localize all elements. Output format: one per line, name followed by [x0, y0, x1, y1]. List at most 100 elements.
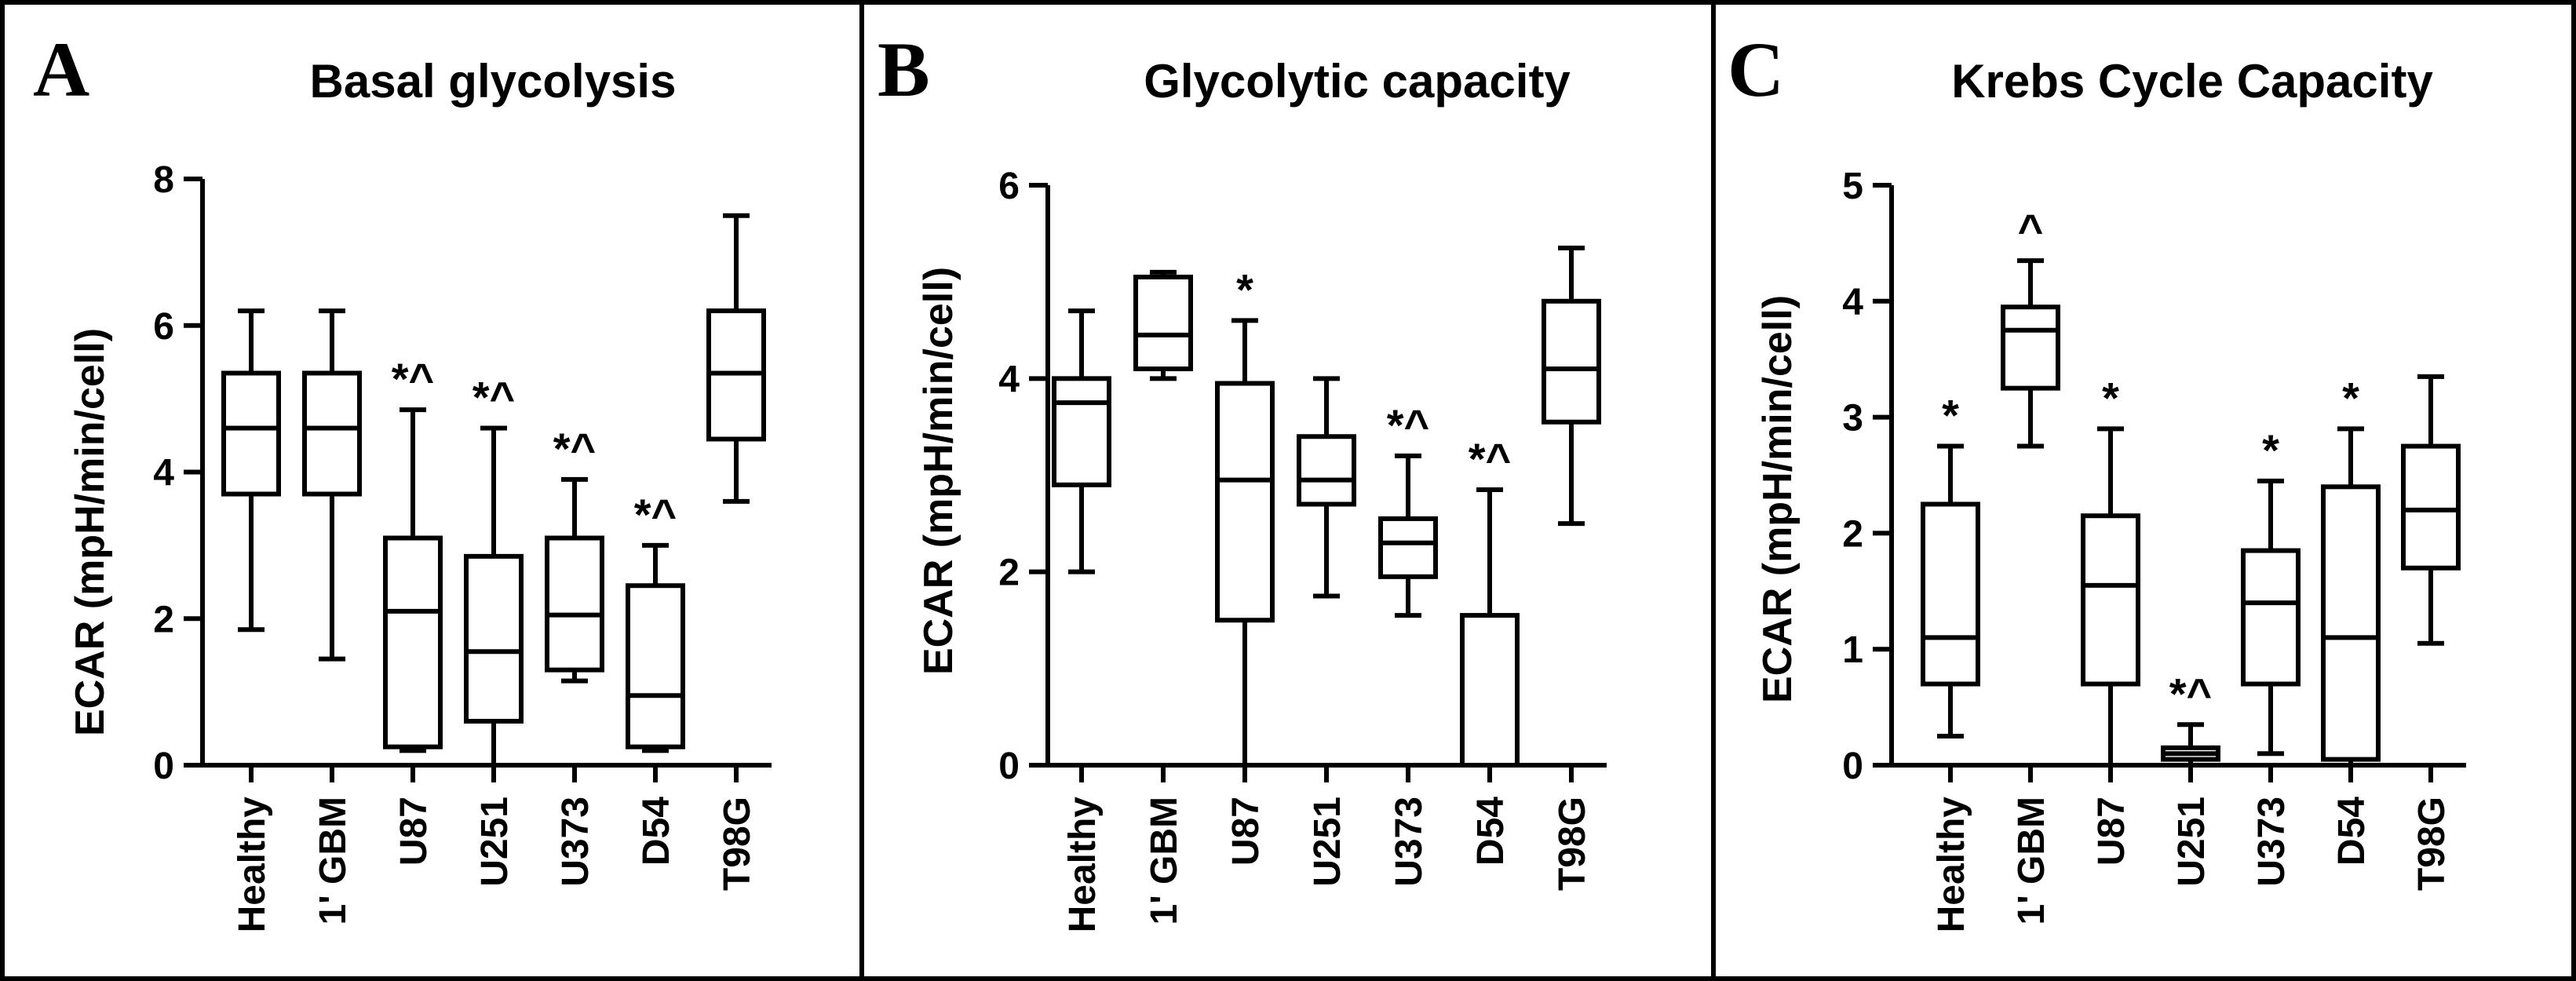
y-tick-label: 2 — [1842, 513, 1863, 555]
box-plot-1 — [1133, 269, 1193, 381]
significance-label: * — [2262, 425, 2279, 475]
box-iqr — [626, 583, 685, 749]
significance-label: * — [1942, 391, 1959, 440]
y-tick-label: 4 — [1842, 282, 1863, 323]
box-iqr — [1921, 501, 1980, 687]
y-tick-label: 2 — [153, 599, 174, 640]
panel-letter: C — [1728, 26, 1784, 113]
significance-label: *^ — [473, 372, 516, 421]
x-tick-label: U251 — [2171, 797, 2213, 887]
x-tick-label: 1' GBM — [2011, 797, 2052, 924]
x-tick-label: U373 — [1388, 797, 1430, 887]
significance-label: * — [2102, 373, 2119, 422]
x-tick-label: D54 — [1470, 797, 1512, 866]
panel-letter: A — [33, 26, 89, 113]
box-plot-0 — [1052, 308, 1111, 574]
box-iqr — [1052, 376, 1111, 487]
box-plot-2: *^ — [383, 354, 443, 753]
significance-label: *^ — [2169, 669, 2213, 718]
y-tick-label: 8 — [153, 159, 174, 201]
box-iqr — [464, 553, 524, 724]
box-iqr — [1460, 613, 1520, 768]
box-plot-6 — [1542, 246, 1601, 527]
significance-label: *^ — [634, 490, 677, 539]
x-tick-label: Healthy — [1062, 797, 1104, 933]
panel-B: B Glycolytic capacity ECAR (mpH/min/cell) 0… — [878, 26, 1607, 932]
y-tick-label: 4 — [153, 453, 174, 494]
box-iqr — [2001, 305, 2060, 391]
box-plot-1: ^ — [2001, 205, 2060, 449]
x-tick-label: D54 — [636, 797, 677, 866]
box-plot-3 — [1297, 376, 1356, 599]
x-tick-label: U373 — [2251, 797, 2293, 887]
box-plot-3: *^ — [2161, 669, 2220, 768]
x-tick-label: U87 — [393, 797, 435, 866]
significance-label: *^ — [553, 424, 597, 473]
box-plot-0 — [221, 308, 281, 633]
x-tick-label: Healthy — [232, 797, 273, 933]
box-plot-2: * — [2081, 373, 2140, 768]
y-tick-label: 0 — [998, 746, 1020, 787]
box-iqr — [383, 535, 443, 749]
box-iqr — [1378, 516, 1438, 579]
y-axis-label: ECAR (mpH/min/cell) — [68, 328, 113, 736]
y-axis-label: ECAR (mpH/min/cell) — [916, 267, 961, 675]
significance-label: *^ — [1387, 400, 1430, 450]
box-iqr — [2321, 484, 2381, 762]
box-plot-5: *^ — [626, 490, 685, 753]
chart-title: Glycolytic capacity — [1144, 55, 1571, 108]
x-tick-label: T98G — [2411, 797, 2453, 891]
y-tick-label: 0 — [1842, 746, 1863, 787]
significance-label: ^ — [2018, 205, 2044, 254]
x-tick-label: 1' GBM — [312, 797, 354, 924]
y-tick-label: 3 — [1842, 398, 1863, 439]
box-plot-4: *^ — [545, 424, 604, 684]
significance-label: *^ — [392, 354, 435, 403]
chart-title: Basal glycolysis — [310, 55, 677, 108]
box-plot-4: * — [2241, 425, 2301, 757]
x-tick-label: T98G — [717, 797, 758, 891]
box-iqr — [221, 370, 281, 497]
box-iqr — [2401, 443, 2461, 571]
y-tick-label: 6 — [998, 166, 1020, 207]
y-tick-label: 0 — [153, 746, 174, 787]
box-iqr — [1297, 434, 1356, 507]
box-iqr — [1133, 275, 1193, 372]
x-tick-label: U373 — [555, 797, 597, 887]
x-tick-label: 1' GBM — [1144, 797, 1185, 924]
chart-title: Krebs Cycle Capacity — [1951, 55, 2433, 108]
y-tick-label: 5 — [1842, 166, 1863, 207]
significance-label: * — [1236, 264, 1253, 314]
box-plot-2: * — [1215, 264, 1275, 768]
panel-C: C Krebs Cycle Capacity ECAR (mpH/min/cell)… — [1728, 26, 2466, 932]
y-tick-label: 1 — [1842, 629, 1863, 671]
box-iqr — [1215, 381, 1275, 623]
x-tick-label: U251 — [1307, 797, 1348, 887]
significance-label: * — [2342, 373, 2359, 422]
x-tick-label: U87 — [1225, 797, 1267, 866]
y-axis-label: ECAR (mpH/min/cell) — [1755, 295, 1801, 703]
x-tick-label: T98G — [1552, 797, 1593, 891]
x-tick-label: U251 — [474, 797, 516, 887]
box-iqr — [302, 370, 362, 497]
box-plot-5: * — [2321, 373, 2381, 768]
panels: A Basal glycolysis ECAR (mpH/min/cell) 0 2 4 6… — [33, 26, 2466, 932]
box-plot-6 — [706, 213, 766, 504]
box-iqr — [1542, 298, 1601, 425]
x-tick-label: Healthy — [1931, 797, 1972, 933]
box-plot-6 — [2401, 374, 2461, 646]
panel-A: A Basal glycolysis ECAR (mpH/min/cell) 0 2 4 6… — [33, 26, 772, 932]
box-iqr — [2081, 513, 2140, 687]
panel-letter: B — [878, 26, 930, 113]
box-iqr — [545, 535, 604, 673]
box-plot-4: *^ — [1378, 400, 1438, 618]
box-iqr — [2241, 548, 2301, 687]
box-plot-3: *^ — [464, 372, 524, 768]
x-tick-label: D54 — [2331, 797, 2373, 866]
box-plot-1 — [302, 308, 362, 662]
x-tick-label: U87 — [2091, 797, 2133, 866]
y-tick-label: 2 — [998, 552, 1020, 594]
significance-label: *^ — [1469, 434, 1512, 483]
